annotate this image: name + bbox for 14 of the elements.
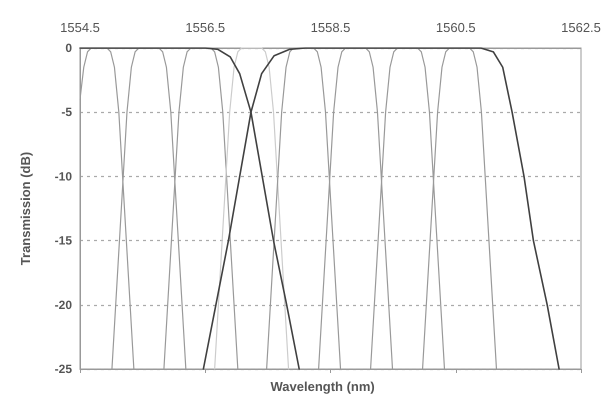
y-tick-label: -5 [61,105,72,120]
y-tick-label: -25 [54,362,72,376]
y-tick-label: -20 [54,298,72,312]
x-tick-label: 1558.5 [310,20,350,35]
x-tick-label: 1562.5 [561,20,601,35]
y-axis-title: Transmission (dB) [18,152,33,266]
y-tick-label: -15 [54,234,72,248]
y-tick-label: -10 [54,169,72,184]
x-tick-label: 1554.5 [60,20,100,35]
y-tick-label: 0 [65,41,72,55]
line-series [214,47,290,370]
x-axis-title: Wavelength (nm) [270,379,375,394]
x-tick-label: 1556.5 [185,20,226,35]
x-tick-label: 1560.5 [436,20,476,35]
